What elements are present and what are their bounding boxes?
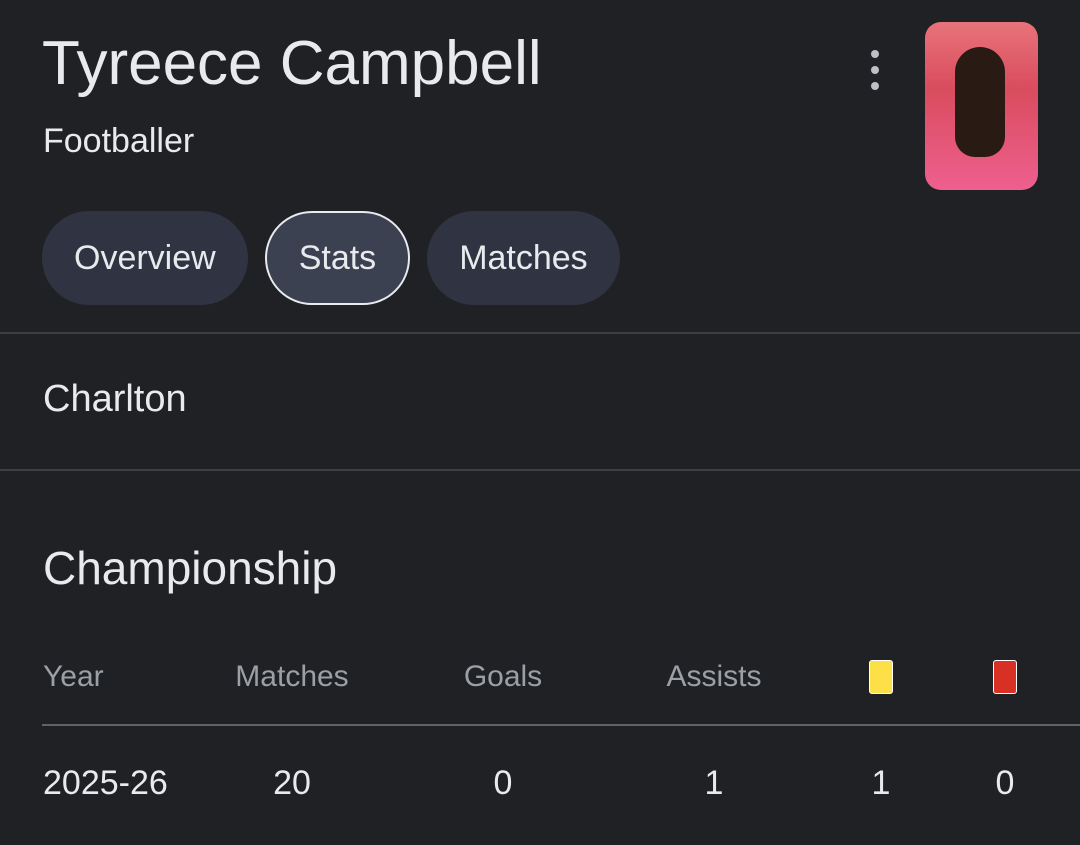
- player-name: Tyreece Campbell: [42, 29, 542, 98]
- cell-assists: 1: [704, 764, 724, 802]
- col-year: Year: [43, 660, 104, 693]
- competition-title: Championship: [43, 542, 338, 594]
- cell-goals: 0: [493, 764, 513, 802]
- cell-yellow: 1: [871, 764, 891, 802]
- tab-stats[interactable]: Stats: [264, 211, 411, 305]
- divider: [0, 469, 1080, 471]
- cell-year: 2025-26: [43, 764, 168, 802]
- player-role: Footballer: [43, 122, 195, 160]
- tab-matches[interactable]: Matches: [427, 211, 620, 305]
- yellow-card-icon: [869, 660, 893, 694]
- red-card-icon: [993, 660, 1017, 694]
- divider: [42, 724, 1080, 726]
- more-vert-icon[interactable]: [860, 50, 890, 90]
- col-goals: Goals: [463, 660, 543, 693]
- col-assists: Assists: [666, 660, 762, 693]
- player-photo[interactable]: [925, 22, 1038, 190]
- divider: [0, 332, 1080, 334]
- col-matches: Matches: [235, 660, 349, 693]
- cell-matches: 20: [273, 764, 311, 802]
- cell-red: 0: [995, 764, 1015, 802]
- tab-bar: Overview Stats Matches: [42, 211, 620, 305]
- club-name[interactable]: Charlton: [43, 378, 187, 420]
- tab-overview[interactable]: Overview: [42, 211, 248, 305]
